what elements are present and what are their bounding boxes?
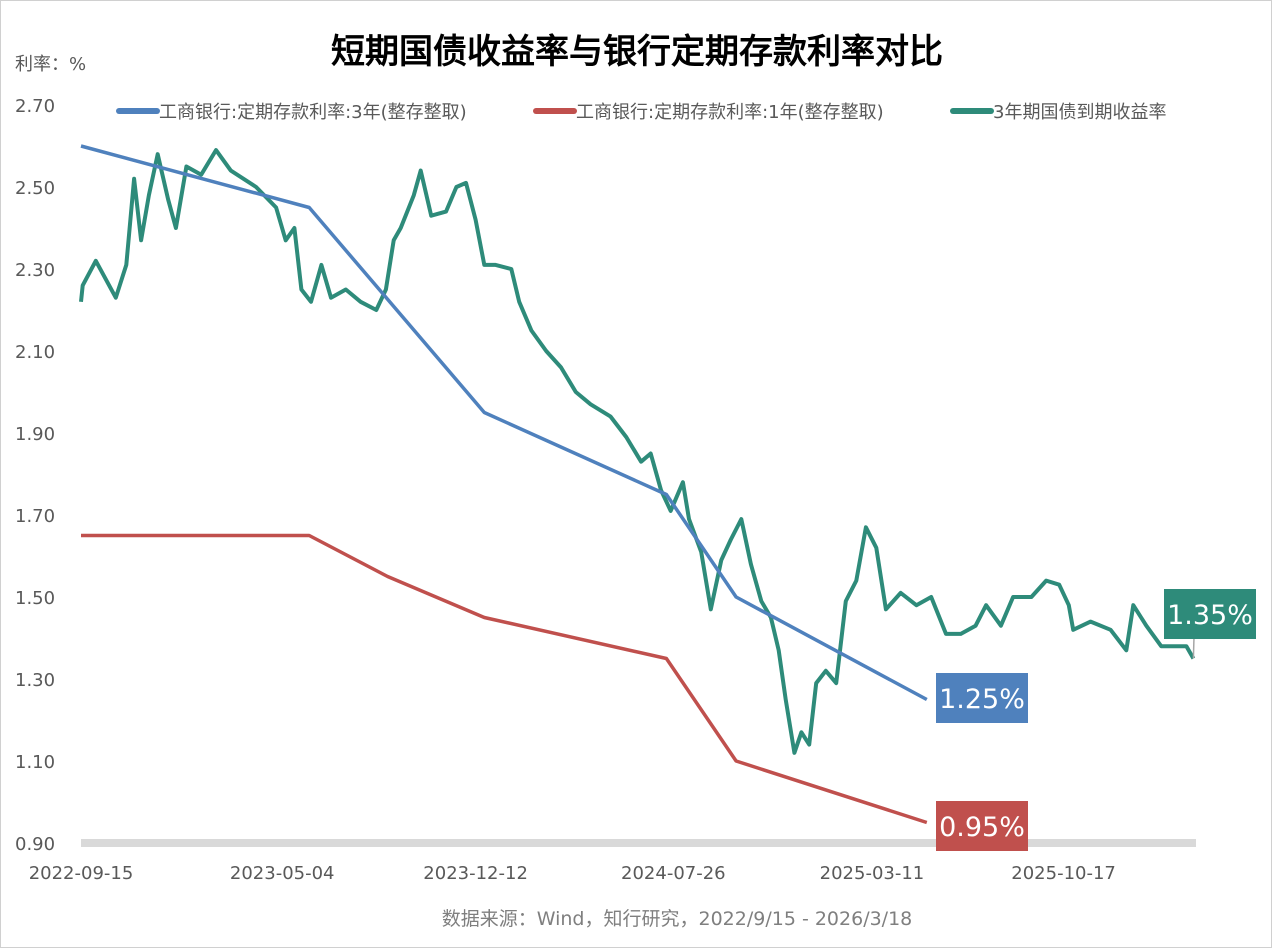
end-label-box bbox=[936, 801, 1028, 851]
label-leader-line bbox=[1192, 636, 1195, 659]
y-tick-label: 1.50 bbox=[15, 588, 55, 609]
x-tick-label: 2022-09-15 bbox=[29, 863, 134, 884]
end-value-label: 0.95% bbox=[939, 812, 1025, 843]
legend-label: 工商银行:定期存款利率:3年(整存整取) bbox=[159, 102, 467, 123]
legend-item[interactable]: 工商银行:定期存款利率:3年(整存整取) bbox=[116, 102, 467, 123]
legend-item[interactable]: 工商银行:定期存款利率:1年(整存整取) bbox=[533, 102, 884, 123]
y-tick-label: 2.50 bbox=[15, 178, 55, 199]
y-tick-label: 1.30 bbox=[15, 670, 55, 691]
legend-label: 3年期国债到期收益率 bbox=[993, 102, 1166, 123]
legend-item[interactable]: 3年期国债到期收益率 bbox=[950, 102, 1166, 123]
legend-label: 工商银行:定期存款利率:1年(整存整取) bbox=[576, 102, 884, 123]
y-tick-label: 1.10 bbox=[15, 752, 55, 773]
x-axis-line bbox=[81, 839, 1196, 847]
chart-title: 短期国债收益率与银行定期存款利率对比 bbox=[331, 32, 943, 72]
x-tick-label: 2023-12-12 bbox=[423, 863, 528, 884]
source-note: 数据来源：Wind，知行研究，2022/9/15 - 2026/3/18 bbox=[442, 908, 913, 930]
x-tick-label: 2023-05-04 bbox=[230, 863, 335, 884]
series-line-0 bbox=[80, 144, 928, 702]
end-label-box bbox=[1164, 589, 1256, 639]
y-tick-label: 1.70 bbox=[15, 506, 55, 527]
y-tick-label: 2.30 bbox=[15, 260, 55, 281]
end-label-box bbox=[936, 673, 1028, 723]
y-tick-label: 2.70 bbox=[15, 96, 55, 117]
end-value-label: 1.25% bbox=[939, 684, 1025, 715]
x-tick-label: 2024-07-26 bbox=[621, 863, 726, 884]
y-tick-label: 0.90 bbox=[15, 834, 55, 855]
series-line-2 bbox=[79, 148, 1196, 755]
end-value-label: 1.35% bbox=[1167, 600, 1253, 631]
y-tick-label: 2.10 bbox=[15, 342, 55, 363]
x-tick-label: 2025-10-17 bbox=[1011, 863, 1116, 884]
y-tick-label: 1.90 bbox=[15, 424, 55, 445]
y-axis-label: 利率：% bbox=[15, 54, 86, 75]
x-tick-label: 2025-03-11 bbox=[820, 863, 925, 884]
series-line-1 bbox=[81, 533, 928, 825]
